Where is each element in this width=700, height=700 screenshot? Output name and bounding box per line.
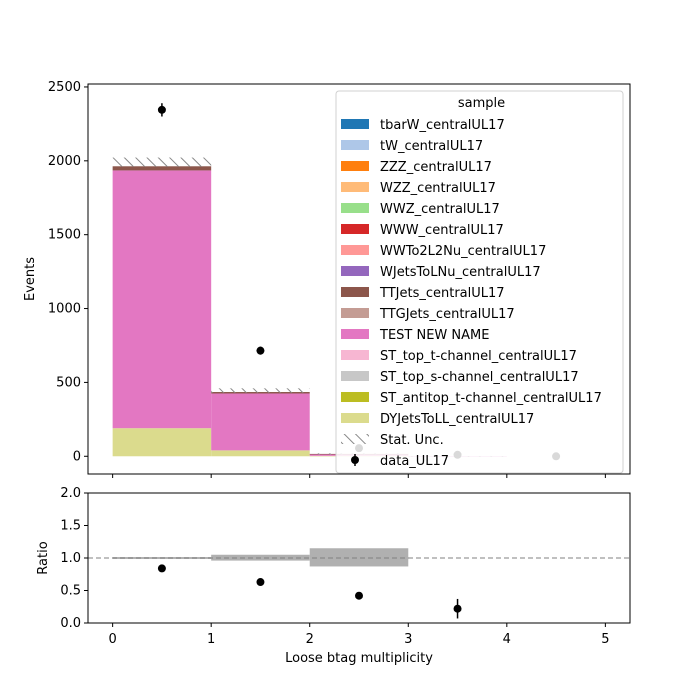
ratio-point-1 (256, 578, 265, 587)
legend-label-4: WWZ_centralUL17 (380, 202, 500, 217)
ratio-xlabel: Loose btag multiplicity (285, 651, 433, 666)
legend-swatch-12 (341, 371, 369, 381)
ratio-xtick-label-2: 2 (306, 632, 314, 647)
legend-label-11: ST_top_t-channel_centralUL17 (380, 349, 577, 364)
legend-swatch-7 (341, 266, 369, 276)
legend-swatch-2 (341, 161, 369, 171)
ratio-xtick-label-5: 5 (601, 632, 609, 647)
ratio-point-0 (157, 564, 166, 573)
legend-swatch-5 (341, 224, 369, 234)
ratio-unc-band-bin-2 (309, 548, 409, 567)
legend-swatch-stat-unc (341, 434, 369, 444)
main-ylabel: Events (23, 257, 38, 301)
legend-swatch-3 (341, 182, 369, 192)
data-point-0 (157, 105, 166, 114)
legend-label-1: tW_centralUL17 (380, 139, 483, 154)
legend-swatch-10 (341, 329, 369, 339)
legend-label-3: WZZ_centralUL17 (380, 181, 496, 196)
stack-bar-0-bin-0 (112, 428, 212, 457)
stat-unc-band-bin-1 (211, 388, 310, 393)
legend-label-7: WJetsToLNu_centralUL17 (380, 265, 541, 280)
legend-label-14: DYJetsToLL_centralUL17 (380, 412, 534, 427)
data-point-1 (256, 346, 265, 355)
legend-label-12: ST_top_s-channel_centralUL17 (380, 370, 579, 385)
ratio-xtick-label-3: 3 (404, 632, 412, 647)
main-ytick-label-1: 500 (56, 375, 81, 390)
legend-swatch-11 (341, 350, 369, 360)
stack-bar-6-bin-0 (112, 166, 212, 171)
legend-label-data: data_UL17 (380, 454, 449, 469)
ratio-xtick-label-4: 4 (503, 632, 511, 647)
legend-data-marker (351, 456, 359, 464)
stack-bar-0-bin-1 (211, 450, 310, 457)
ratio-point-3 (453, 604, 462, 613)
stat-unc-band-bin-0 (112, 157, 212, 167)
legend-label-8: TTJets_centralUL17 (379, 286, 505, 301)
legend-label-2: ZZZ_centralUL17 (380, 160, 492, 175)
main-axes-frame (87, 83, 631, 475)
ratio-ytick-label-4: 2.0 (60, 486, 81, 501)
legend-label-0: tbarW_centralUL17 (380, 118, 505, 133)
ratio-ytick-label-1: 0.5 (60, 584, 81, 599)
legend-swatch-13 (341, 392, 369, 402)
main-ytick-label-2: 1000 (48, 302, 81, 317)
legend-swatch-14 (341, 413, 369, 423)
main-ytick-label-0: 0 (73, 449, 81, 464)
legend-label-10: TEST NEW NAME (379, 328, 489, 343)
ratio-xtick-label-0: 0 (108, 632, 116, 647)
main-ytick-label-3: 1500 (48, 228, 81, 243)
stack-bar-4-bin-1 (211, 393, 310, 451)
ratio-xtick-label-1: 1 (207, 632, 215, 647)
ratio-ylabel: Ratio (36, 541, 51, 574)
legend-label-stat-unc: Stat. Unc. (380, 433, 444, 448)
legend-swatch-0 (341, 119, 369, 129)
main-plot-panel: 0 500 1000 1500 2000 2500 Events sample tbarW_ce… (23, 80, 631, 478)
legend-swatch-9 (341, 308, 369, 318)
ratio-point-2 (355, 591, 363, 600)
main-ytick-label-5: 2500 (48, 80, 81, 95)
ratio-plot-panel: 0.0 0.5 1.0 1.5 2.0 0 1 2 3 4 5 Ratio Loose btag mul… (36, 486, 631, 666)
legend-label-9: TTGJets_centralUL17 (379, 307, 515, 322)
stack-bar-4-bin-0 (112, 170, 212, 429)
ratio-ytick-label-2: 1.0 (60, 551, 81, 566)
legend-label-6: WWTo2L2Nu_centralUL17 (380, 244, 546, 259)
legend-box (335, 90, 624, 474)
legend-swatch-4 (341, 203, 369, 213)
ratio-ytick-label-0: 0.0 (60, 616, 81, 631)
legend-swatch-8 (341, 287, 369, 297)
legend-label-5: WWW_centralUL17 (380, 223, 504, 238)
ratio-ytick-label-3: 1.5 (60, 519, 81, 534)
legend-title: sample (458, 96, 505, 111)
legend-label-13: ST_antitop_t-channel_centralUL17 (380, 391, 602, 406)
legend-swatch-1 (341, 140, 369, 150)
legend-swatch-6 (341, 245, 369, 255)
main-ytick-label-4: 2000 (48, 154, 81, 169)
